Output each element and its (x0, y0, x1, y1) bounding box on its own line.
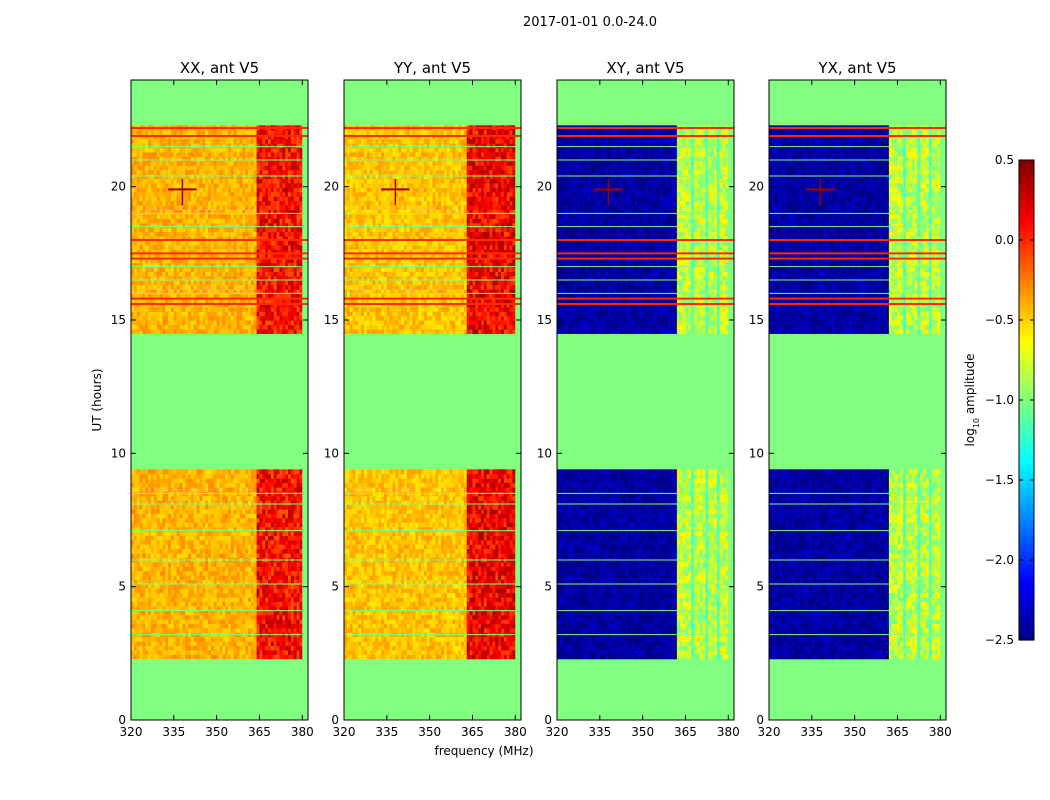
figure: 2017-01-01 0.0-24.0 XX, ant V5320 335 350 3… (0, 0, 1050, 800)
figure-suptitle: 2017-01-01 0.0-24.0 (523, 15, 657, 30)
